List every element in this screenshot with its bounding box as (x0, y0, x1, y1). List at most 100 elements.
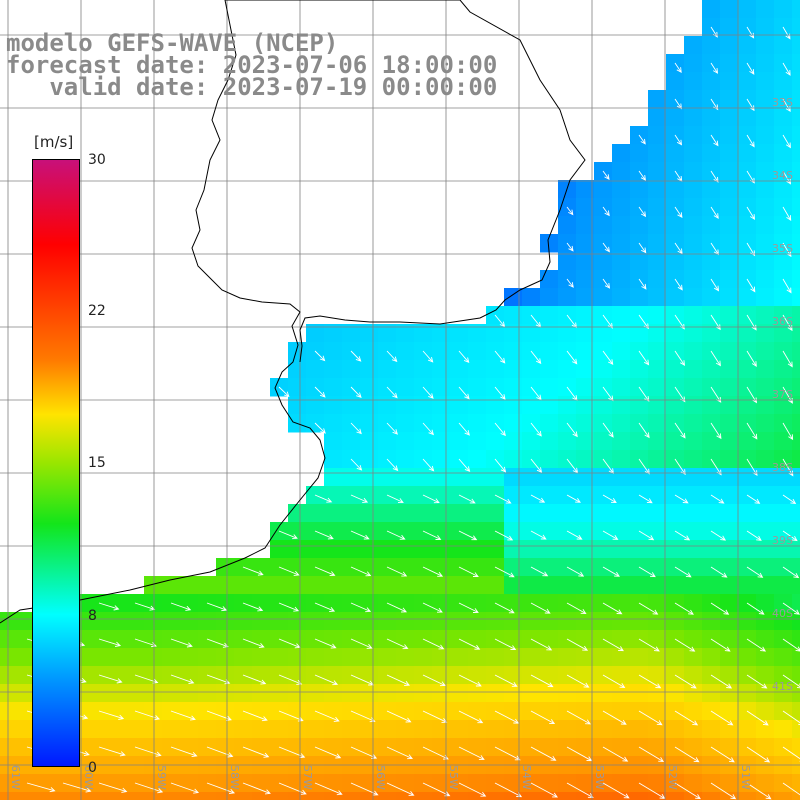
wind-arrow (530, 350, 542, 365)
wind-speed-cell (648, 576, 667, 595)
wind-speed-cell (270, 792, 289, 800)
wind-speed-cell (486, 576, 505, 595)
wind-arrow (746, 494, 761, 504)
wind-speed-cell (738, 216, 757, 235)
wind-speed-cell (378, 540, 397, 559)
wind-speed-cell (612, 522, 631, 541)
wind-speed-cell (774, 36, 793, 55)
wind-arrow (674, 494, 689, 504)
wind-speed-cell (108, 612, 127, 631)
wind-speed-cell (576, 324, 595, 343)
wind-speed-cell (144, 630, 163, 649)
wind-speed-cell (432, 576, 451, 595)
wind-arrow (530, 710, 556, 724)
wind-speed-cell (594, 540, 613, 559)
wind-arrow (674, 710, 699, 726)
wind-speed-cell (684, 630, 703, 649)
wind-arrow (746, 26, 755, 39)
wind-speed-cell (756, 648, 775, 667)
wind-speed-cell (684, 468, 703, 487)
wind-speed-cell (432, 558, 451, 577)
wind-speed-cell (756, 162, 775, 181)
wind-speed-cell (666, 180, 685, 199)
wind-arrow (710, 62, 719, 74)
wind-speed-cell (396, 486, 415, 505)
wind-speed-cell (576, 450, 595, 469)
wind-speed-cell (144, 720, 163, 739)
wind-speed-cell (540, 648, 559, 667)
wind-speed-cell (180, 648, 199, 667)
wind-speed-cell (738, 432, 757, 451)
wind-speed-cell (684, 720, 703, 739)
wind-speed-cell (576, 360, 595, 379)
wind-speed-cell (774, 72, 793, 91)
wind-speed-cell (378, 504, 397, 523)
wind-speed-cell (540, 522, 559, 541)
wind-speed-cell (288, 774, 307, 793)
wind-speed-cell (576, 432, 595, 451)
wind-speed-cell (342, 504, 361, 523)
wind-speed-cell (432, 468, 451, 487)
wind-speed-cell (774, 504, 793, 523)
wind-speed-cell (522, 504, 541, 523)
wind-speed-cell (576, 720, 595, 739)
wind-speed-cell (774, 648, 793, 667)
wind-speed-cell (324, 576, 343, 595)
wind-arrow (566, 710, 591, 725)
wind-arrow (782, 494, 797, 505)
wind-speed-cell (720, 378, 739, 397)
wind-arrow (566, 530, 583, 540)
wind-arrow (458, 566, 479, 577)
wind-speed-cell (720, 288, 739, 307)
wind-arrow (458, 710, 484, 724)
wind-speed-cell (684, 54, 703, 73)
wind-speed-cell (486, 360, 505, 379)
wind-speed-cell (576, 540, 595, 559)
wind-speed-cell (468, 450, 487, 469)
wind-speed-cell (468, 792, 487, 800)
wind-speed-cell (792, 324, 800, 343)
wind-speed-cell (612, 162, 631, 181)
wind-arrow (314, 674, 339, 686)
wind-speed-cell (144, 738, 163, 757)
wind-speed-cell (540, 576, 559, 595)
wind-speed-cell (612, 144, 631, 163)
wind-speed-cell (0, 792, 19, 800)
wind-speed-cell (774, 216, 793, 235)
wind-speed-cell (0, 666, 19, 685)
wind-arrow (638, 710, 663, 726)
wind-speed-cell (306, 576, 325, 595)
wind-speed-cell (234, 612, 253, 631)
wind-speed-cell (432, 378, 451, 397)
wind-speed-cell (684, 126, 703, 145)
wind-speed-cell (756, 324, 775, 343)
wind-speed-cell (756, 144, 775, 163)
wind-speed-cell (792, 720, 800, 739)
wind-speed-cell (666, 540, 685, 559)
wind-speed-cell (108, 792, 127, 800)
wind-speed-cell (396, 666, 415, 685)
wind-speed-cell (720, 54, 739, 73)
wind-arrow (458, 494, 476, 504)
wind-speed-cell (720, 738, 739, 757)
wind-speed-cell (720, 144, 739, 163)
wind-speed-cell (450, 720, 469, 739)
wind-speed-cell (792, 72, 800, 91)
wind-speed-cell (432, 540, 451, 559)
wind-speed-cell (612, 504, 631, 523)
wind-speed-cell (0, 738, 19, 757)
longitude-label: 58W (228, 765, 241, 790)
longitude-label: 53W (593, 765, 606, 790)
wind-arrow (242, 674, 267, 685)
wind-speed-cell (558, 576, 577, 595)
wind-speed-cell (738, 504, 757, 523)
wind-speed-cell (648, 306, 667, 325)
wind-speed-cell (468, 468, 487, 487)
wind-speed-cell (216, 648, 235, 667)
wind-speed-cell (792, 738, 800, 757)
wind-arrow (710, 350, 721, 367)
wind-speed-cell (396, 360, 415, 379)
wind-speed-cell (108, 702, 127, 721)
wind-arrow (530, 530, 547, 540)
wind-arrow (278, 782, 307, 795)
